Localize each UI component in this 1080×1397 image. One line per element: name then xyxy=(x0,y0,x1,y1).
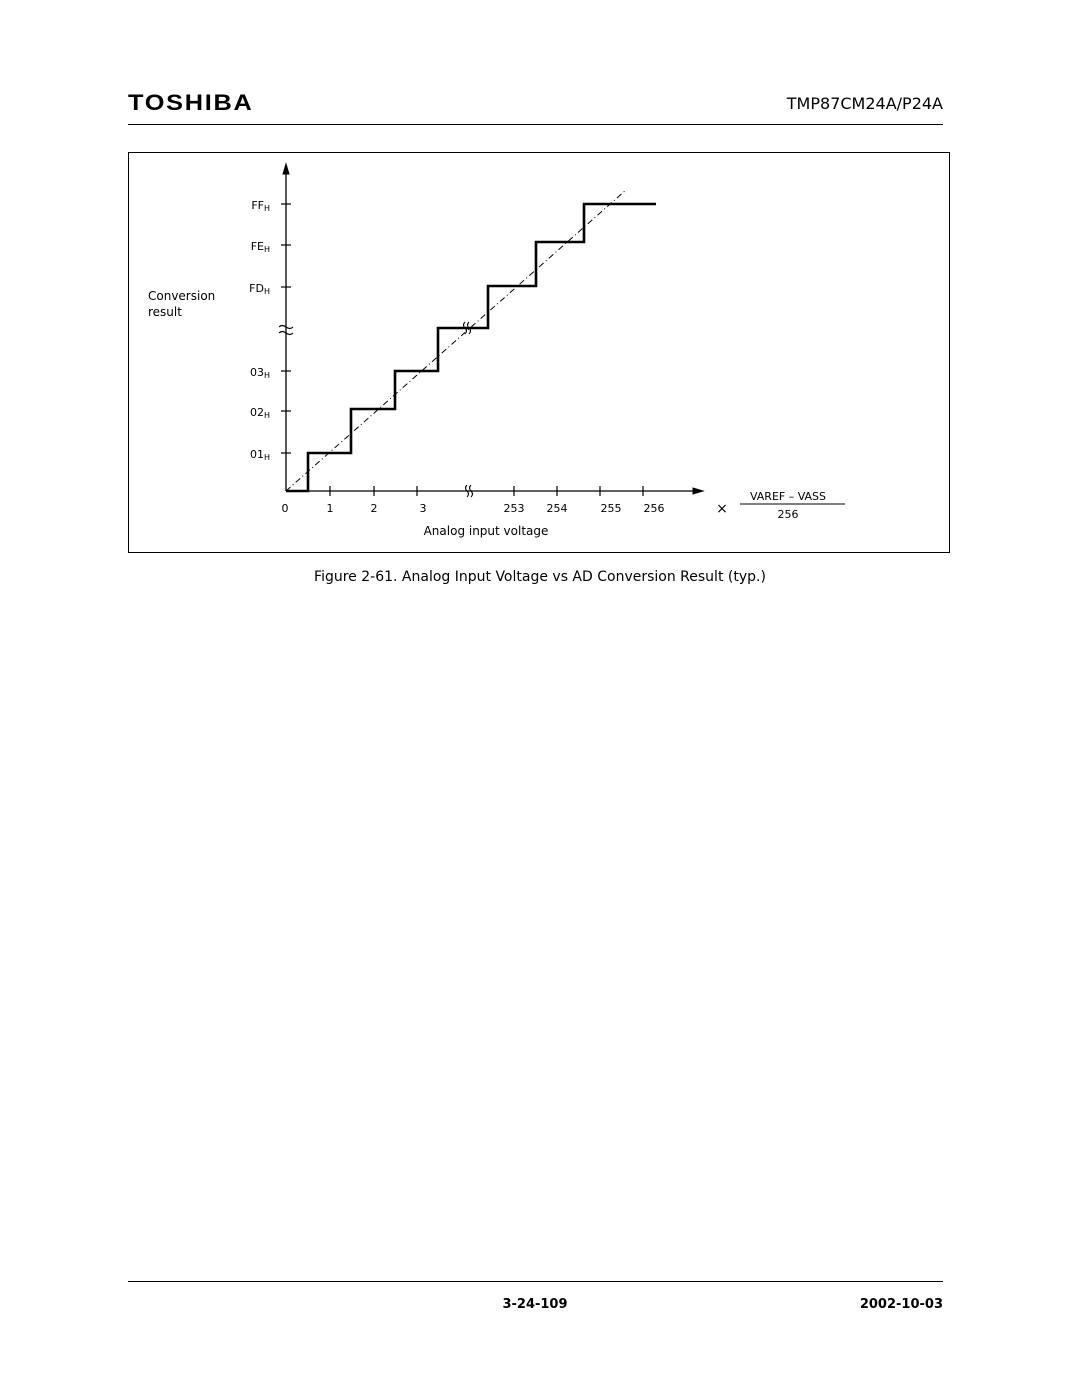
x-axis-arrow xyxy=(692,487,705,495)
ideal-line xyxy=(285,189,627,492)
y-axis-arrow xyxy=(282,162,290,175)
x-tick-label: 256 xyxy=(644,502,665,515)
multiplier-sign: × xyxy=(716,501,728,517)
conversion-staircase xyxy=(286,202,656,493)
fraction-denominator: 256 xyxy=(778,508,799,521)
conversion-diagram: Conversion result FFH FEH FDH 03H 02H 01… xyxy=(148,162,845,538)
page-number: 3-24-109 xyxy=(502,1297,568,1312)
x-tick-label: 255 xyxy=(601,502,622,515)
footer-date: 2002-10-03 xyxy=(859,1297,943,1312)
y-tick-label: FEH xyxy=(251,240,270,254)
x-tick-marks xyxy=(329,486,644,496)
x-tick-label: 2 xyxy=(371,502,378,515)
x-tick-label: 254 xyxy=(547,502,568,515)
y-tick-label: FFH xyxy=(251,199,270,213)
toshiba-logo: TOSHIBA xyxy=(128,90,254,115)
y-tick-label: 02H xyxy=(250,406,270,420)
document-id: TMP87CM24A/P24A xyxy=(786,94,943,113)
figure-frame xyxy=(128,152,950,553)
y-tick-label: 03H xyxy=(250,366,270,380)
figure-caption: Figure 2-61. Analog Input Voltage vs AD … xyxy=(314,569,766,585)
x-axis-break xyxy=(464,484,474,498)
x-tick-label: 253 xyxy=(504,502,525,515)
y-axis-label: result xyxy=(148,305,182,319)
footer-rule xyxy=(128,1281,943,1282)
y-tick-label: 01H xyxy=(250,448,270,462)
y-tick-label: FDH xyxy=(249,282,270,296)
y-axis-label: Conversion xyxy=(148,289,215,303)
x-tick-label: 1 xyxy=(327,502,334,515)
y-tick-marks xyxy=(281,203,291,454)
x-axis-label: Analog input voltage xyxy=(424,524,549,538)
header-rule xyxy=(128,124,943,125)
fraction-numerator: VAREF – VASS xyxy=(750,490,826,503)
x-tick-label: 0 xyxy=(282,502,289,515)
x-tick-label: 3 xyxy=(420,502,427,515)
staircase-break xyxy=(462,321,472,335)
y-axis-break xyxy=(278,324,294,336)
